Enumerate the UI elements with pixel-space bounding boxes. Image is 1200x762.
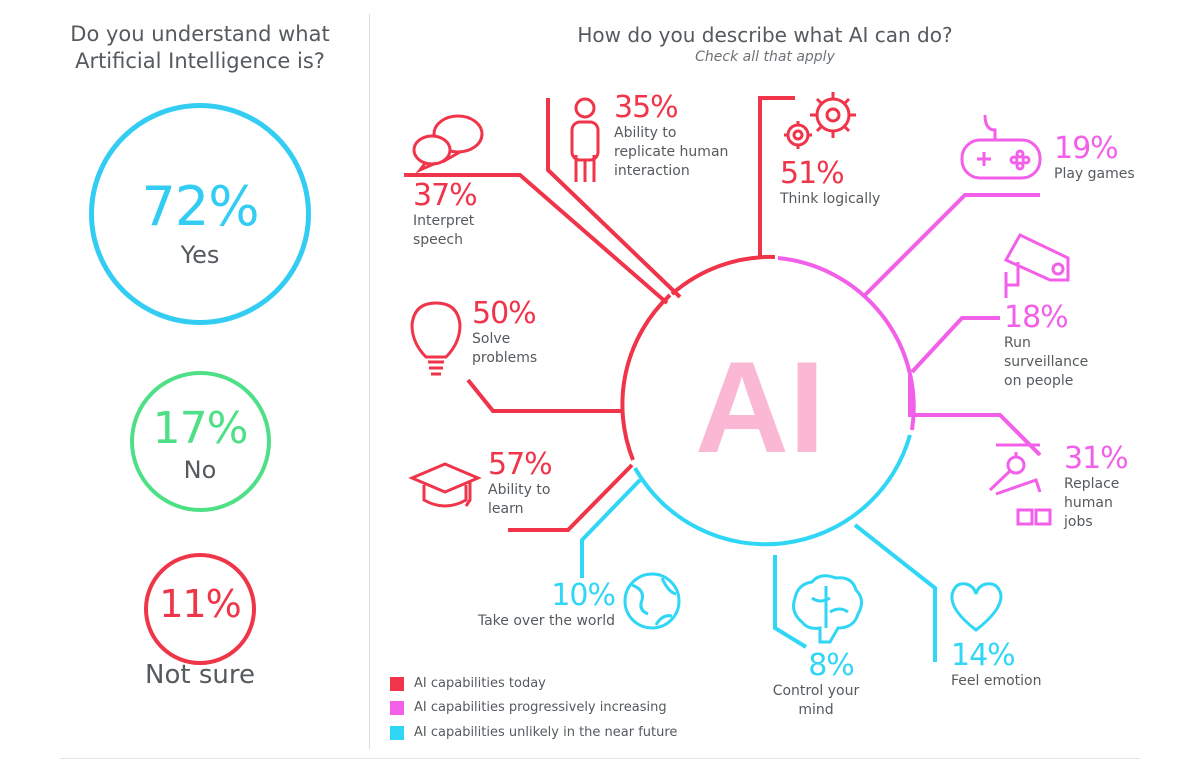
item-solve-problems: 50% Solve problems [472,298,537,368]
item-label-line: mind [798,702,834,718]
item-percent: 35% [614,90,679,125]
bottom-rule [60,758,1140,759]
not-sure-circle [144,553,256,665]
question-title-line1: Do you understand what [70,22,330,46]
item-label-line: Feel emotion [951,673,1042,689]
item-percent: 31% [1064,441,1129,476]
item-percent: 37% [413,178,478,213]
gears-icon [784,92,856,149]
item-label-line: surveillance [1004,354,1089,370]
question-title-line2: Artificial Intelligence is? [75,49,325,73]
connector-control-mind [773,555,808,649]
lightbulb-icon [410,301,462,376]
globe-icon [623,572,681,630]
item-play-games: 19% Play games [1054,133,1135,184]
connector-take-over-world [580,478,642,578]
item-percent: 14% [951,638,1016,673]
item-label-line: Interpret [413,213,475,229]
connector-ability-to-learn [508,463,634,532]
item-label-line: speech [413,232,463,248]
no-percent: 17% [152,403,249,454]
item-label-line: replicate human [614,144,729,160]
no-circle [130,371,271,512]
legend-swatch [390,677,404,691]
person-icon [570,97,600,182]
speech-bubbles-icon [412,114,484,174]
connector-replicate-interaction [546,98,682,299]
connector-play-games [863,193,1040,297]
item-control-mind: 8% Control your mind [768,650,864,720]
brain-icon [792,574,863,644]
item-label-line: problems [472,350,538,366]
item-replicate-interaction: 35% Ability to replicate human interacti… [614,92,728,181]
capabilities-subtitle: Check all that apply [695,49,835,65]
hub-arc-unlikely [633,434,912,547]
legend-swatch [390,726,404,740]
item-run-surveillance: 18% Run surveillance on people [1004,302,1088,391]
item-feel-emotion: 14% Feel emotion [951,640,1042,691]
graduation-cap-icon [408,462,482,508]
hub-arc-increasing [777,256,916,431]
legend-swatch [390,701,404,715]
item-label-line: Play games [1054,166,1135,182]
item-label-line: learn [488,501,524,517]
legend-label: AI capabilities unlikely in the near fut… [414,725,678,740]
item-think-logically: 51% Think logically [780,158,880,209]
item-percent: 10% [551,578,616,613]
item-label-line: human [1064,495,1113,511]
legend-label: AI capabilities progressively increasing [414,700,667,715]
item-label-line: Solve [472,331,511,347]
item-percent: 57% [488,447,553,482]
connector-surveillance [910,316,1000,374]
item-label-line: Take over the world [477,613,615,629]
yes-label: Yes [180,241,220,269]
item-ability-to-learn: 57% Ability to learn [488,447,553,519]
connector-feel-emotion [853,523,937,662]
item-interpret-speech: 37% Interpret speech [413,178,478,250]
item-label-line: jobs [1064,514,1093,530]
item-take-over-world: 10% Take over the world [475,578,616,631]
item-percent: 18% [1004,300,1069,335]
gamepad-icon [960,114,1042,180]
yes-percent: 72% [141,175,259,238]
hub-arc-today [620,293,672,461]
item-label-line: Ability to [488,482,551,498]
item-percent: 51% [780,156,845,191]
item-percent: 8% [808,648,855,683]
item-label-line: Think logically [780,191,881,207]
item-label-line: interaction [614,163,690,179]
capabilities-title: How do you describe what AI can do? [577,23,953,47]
item-label-line: Run [1004,335,1031,351]
item-label-line: on people [1004,373,1074,389]
item-label-line: Control your [772,683,860,699]
connector-interpret-speech [404,173,669,305]
item-label-line: Replace [1064,476,1120,492]
item-percent: 19% [1054,131,1119,166]
connector-solve-problems [466,378,622,413]
ai-center-label: AI [695,334,825,480]
panel-divider [369,14,370,749]
not-sure-percent: 11% [159,582,241,626]
camera-icon [1003,233,1070,298]
not-sure-label: Not sure [145,660,255,690]
item-percent: 50% [472,296,537,331]
connector-think-logically [758,96,795,256]
yes-circle [89,103,311,325]
connector-replace-jobs [908,375,1042,457]
hub-arc-top-today [670,254,776,296]
understanding-panel: Do you understand what Artificial Intell… [0,0,370,762]
item-label-line: Ability to [614,125,677,141]
robot-arm-icon [988,443,1052,526]
item-replace-jobs: 31% Replace human jobs [1064,441,1129,532]
legend-label: AI capabilities today [414,676,546,691]
no-label: No [183,456,217,484]
heart-icon [950,582,1003,632]
